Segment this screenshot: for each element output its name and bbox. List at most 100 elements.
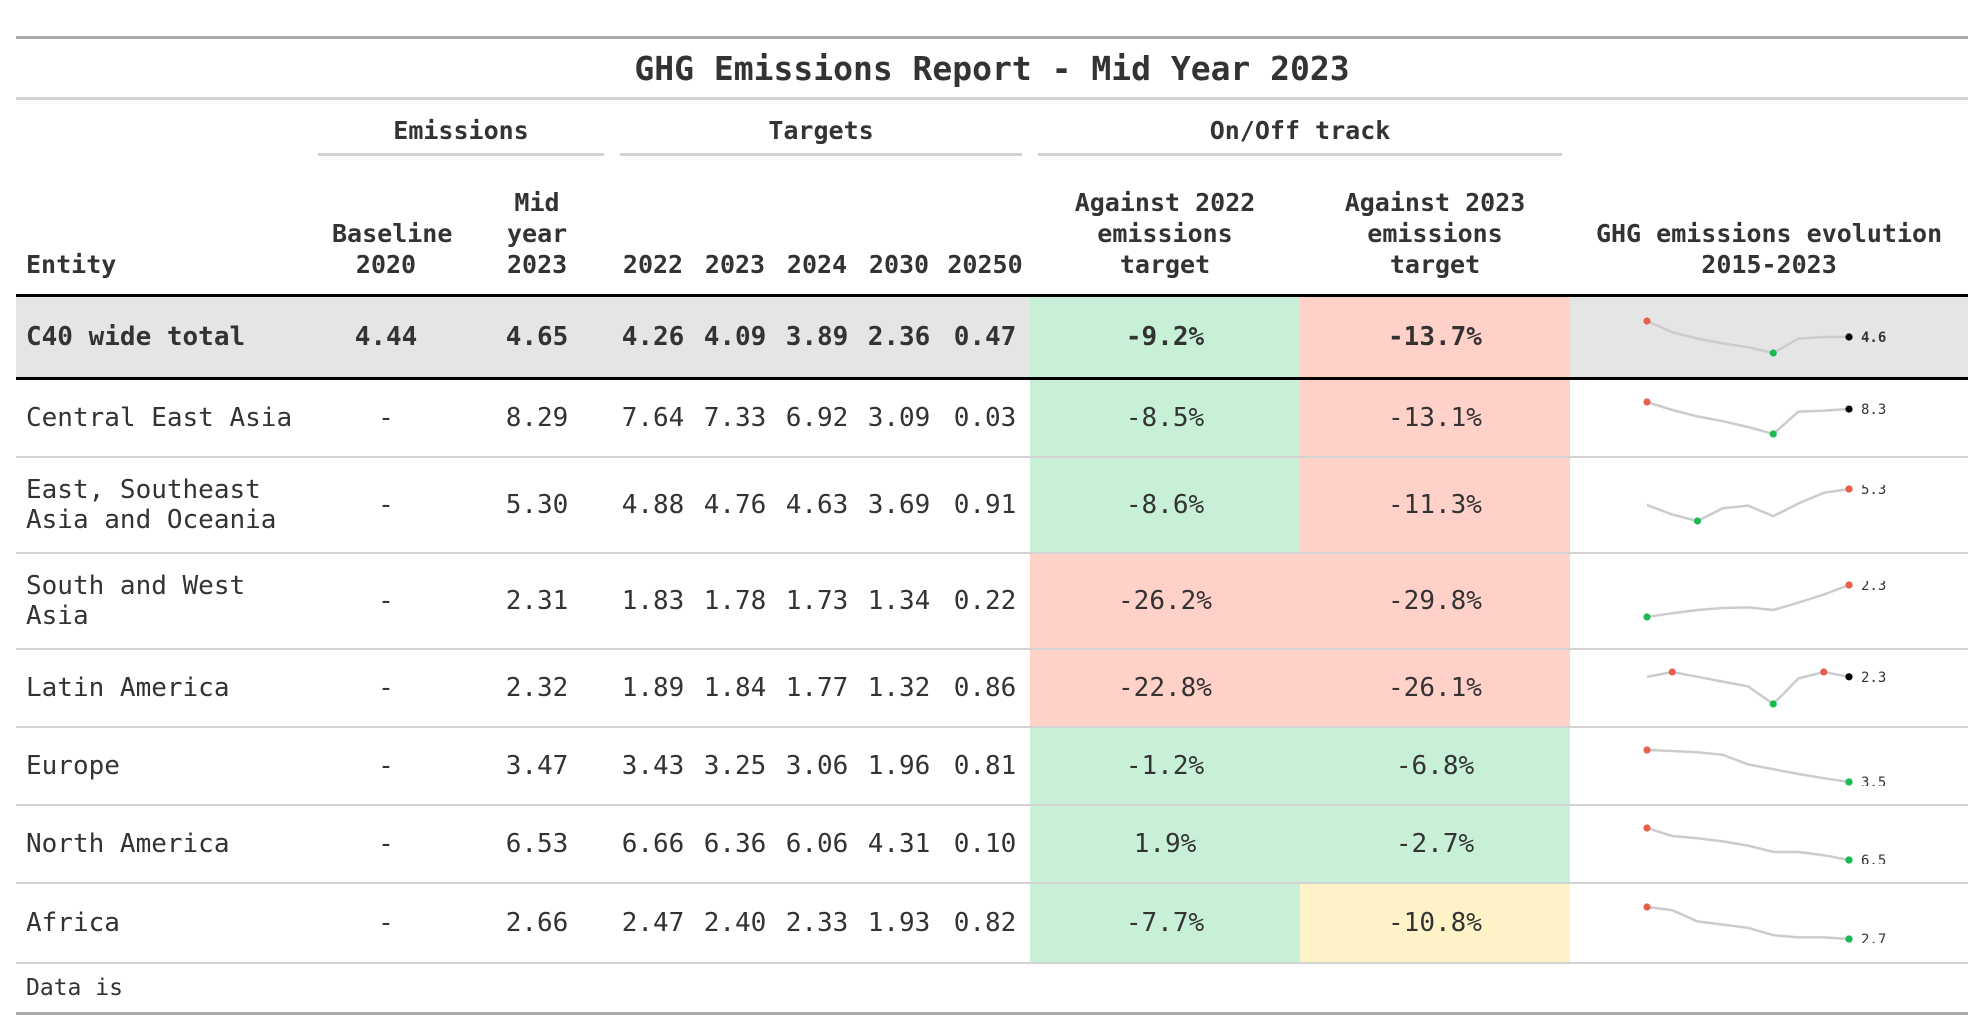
table-row: South and West Asia -2.31 1.83 1.78 1.73 1.34… xyxy=(16,552,1969,650)
cell-baseline: 4.44 xyxy=(310,295,462,380)
cell-sparkline: 3.5 xyxy=(1570,726,1969,806)
cell-t2030: 2.36 xyxy=(858,295,940,380)
sparkline-value-label: 5.3 xyxy=(1861,485,1886,498)
cell-mid: 2.32 xyxy=(462,648,612,728)
cell-mid: 4.65 xyxy=(462,295,612,380)
sparkline-value-label: 2.3 xyxy=(1861,669,1886,685)
cell-t2024: 1.73 xyxy=(776,552,858,650)
page-title: GHG Emissions Report - Mid Year 2023 xyxy=(16,36,1969,100)
cell-t2030: 1.32 xyxy=(858,648,940,728)
col-header-against-2022: Against 2022 emissions target xyxy=(1030,168,1300,297)
cell-t2022: 2.47 xyxy=(612,882,694,964)
sparkline-end-dot xyxy=(1845,333,1853,341)
sparkline-value-label: 4.6 xyxy=(1861,330,1886,346)
cell-mid: 8.29 xyxy=(462,378,612,458)
spanner-emissions: Emissions xyxy=(318,116,604,156)
cell-against2023: -26.1% xyxy=(1300,648,1570,728)
cell-t2023: 4.09 xyxy=(694,295,776,380)
cell-sparkline: 8.3 xyxy=(1570,378,1969,458)
cell-against2022: -9.2% xyxy=(1030,295,1300,380)
cell-sparkline: 6.5 xyxy=(1570,804,1969,884)
cell-mid: 6.53 xyxy=(462,804,612,884)
sparkline-line xyxy=(1646,583,1850,618)
table-row: Latin America -2.32 1.89 1.84 1.77 1.32 0.86 -2… xyxy=(16,648,1969,728)
cell-t2022: 1.83 xyxy=(612,552,694,650)
cell-t2023: 1.84 xyxy=(694,648,776,728)
cell-t2050: 0.81 xyxy=(940,726,1030,806)
emissions-table: GHG Emissions Report - Mid Year 2023 Emi… xyxy=(16,36,1969,1015)
col-header-baseline: Baseline 2020 xyxy=(310,168,462,297)
sparkline-max-dot xyxy=(1643,823,1651,832)
cell-entity: Africa xyxy=(16,882,310,964)
cell-baseline: - xyxy=(310,378,462,458)
cell-entity: C40 wide total xyxy=(16,295,310,380)
cell-t2030: 1.93 xyxy=(858,882,940,964)
cell-t2024: 2.33 xyxy=(776,882,858,964)
sparkline-min-dot xyxy=(1643,612,1651,621)
cell-t2023: 3.25 xyxy=(694,726,776,806)
table-row: Africa -2.66 2.47 2.40 2.33 1.93 0.82 -7.7% -10.… xyxy=(16,882,1969,964)
cell-entity: North America xyxy=(16,804,310,884)
cell-t2022: 1.89 xyxy=(612,648,694,728)
sparkline-chart: 5.3 xyxy=(1646,485,1886,525)
cell-mid: 5.30 xyxy=(462,456,612,554)
cell-entity: Central East Asia xyxy=(16,378,310,458)
cell-entity: South and West Asia xyxy=(16,552,310,650)
cell-against2022: 1.9% xyxy=(1030,804,1300,884)
cell-against2022: -8.6% xyxy=(1030,456,1300,554)
sparkline-value-label: 8.3 xyxy=(1861,402,1886,418)
sparkline-end-dot xyxy=(1845,777,1853,786)
sparkline-chart: 6.5 xyxy=(1643,823,1886,864)
sparkline-chart: 2.3 xyxy=(1646,667,1886,708)
sparkline-max-dot xyxy=(1643,745,1651,754)
table-row: Europe -3.47 3.43 3.25 3.06 1.96 0.81 -1.2% -6.8… xyxy=(16,726,1969,806)
sparkline-value-label: 6.5 xyxy=(1861,853,1886,864)
cell-t2030: 3.09 xyxy=(858,378,940,458)
cell-t2024: 4.63 xyxy=(776,456,858,554)
table-row: North America -6.53 6.66 6.36 6.06 4.31 0.10 1.… xyxy=(16,804,1969,884)
col-header-2022: 2022 xyxy=(612,168,694,297)
sparkline-min-dot xyxy=(1769,699,1777,708)
cell-against2022: -22.8% xyxy=(1030,648,1300,728)
cell-t2023: 6.36 xyxy=(694,804,776,884)
sparkline-chart: 2.3 xyxy=(1643,580,1886,621)
sparkline-chart: 3.5 xyxy=(1643,745,1886,786)
col-header-2030: 2030 xyxy=(858,168,940,297)
cell-against2023: -13.1% xyxy=(1300,378,1570,458)
cell-t2022: 3.43 xyxy=(612,726,694,806)
table-row: East, Southeast Asia and Oceania -5.30 4.8… xyxy=(16,456,1969,554)
cell-mid: 2.66 xyxy=(462,882,612,964)
cell-t2050: 0.03 xyxy=(940,378,1030,458)
footnote: Data is xyxy=(16,961,1969,1015)
cell-against2023: -13.7% xyxy=(1300,295,1570,380)
cell-baseline: - xyxy=(310,456,462,554)
cell-mid: 2.31 xyxy=(462,552,612,650)
cell-t2024: 3.06 xyxy=(776,726,858,806)
cell-against2022: -26.2% xyxy=(1030,552,1300,650)
cell-t2050: 0.82 xyxy=(940,882,1030,964)
sparkline-min-dot xyxy=(1769,430,1777,438)
cell-against2022: -7.7% xyxy=(1030,882,1300,964)
sparkline-line xyxy=(1646,905,1850,940)
cell-t2023: 7.33 xyxy=(694,378,776,458)
cell-t2030: 3.69 xyxy=(858,456,940,554)
sparkline-chart: 8.3 xyxy=(1643,398,1886,438)
cell-baseline: - xyxy=(310,726,462,806)
sparkline-line xyxy=(1646,400,1850,436)
sparkline-end-dot xyxy=(1845,934,1853,943)
spanner-track: On/Off track xyxy=(1038,116,1562,156)
cell-baseline: - xyxy=(310,882,462,964)
cell-entity: East, Southeast Asia and Oceania xyxy=(16,456,310,554)
cell-against2023: -2.7% xyxy=(1300,804,1570,884)
col-header-2050: 20250 xyxy=(940,168,1030,297)
cell-t2050: 0.86 xyxy=(940,648,1030,728)
cell-sparkline: 5.3 xyxy=(1570,456,1969,554)
sparkline-max-dot xyxy=(1668,667,1676,676)
cell-against2022: -8.5% xyxy=(1030,378,1300,458)
sparkline-end-dot xyxy=(1845,855,1853,864)
sparkline-chart: 4.6 xyxy=(1643,317,1886,357)
sparkline-end-dot xyxy=(1845,405,1853,413)
sparkline-end-dot xyxy=(1845,580,1853,589)
col-header-2024: 2024 xyxy=(776,168,858,297)
cell-against2023: -6.8% xyxy=(1300,726,1570,806)
